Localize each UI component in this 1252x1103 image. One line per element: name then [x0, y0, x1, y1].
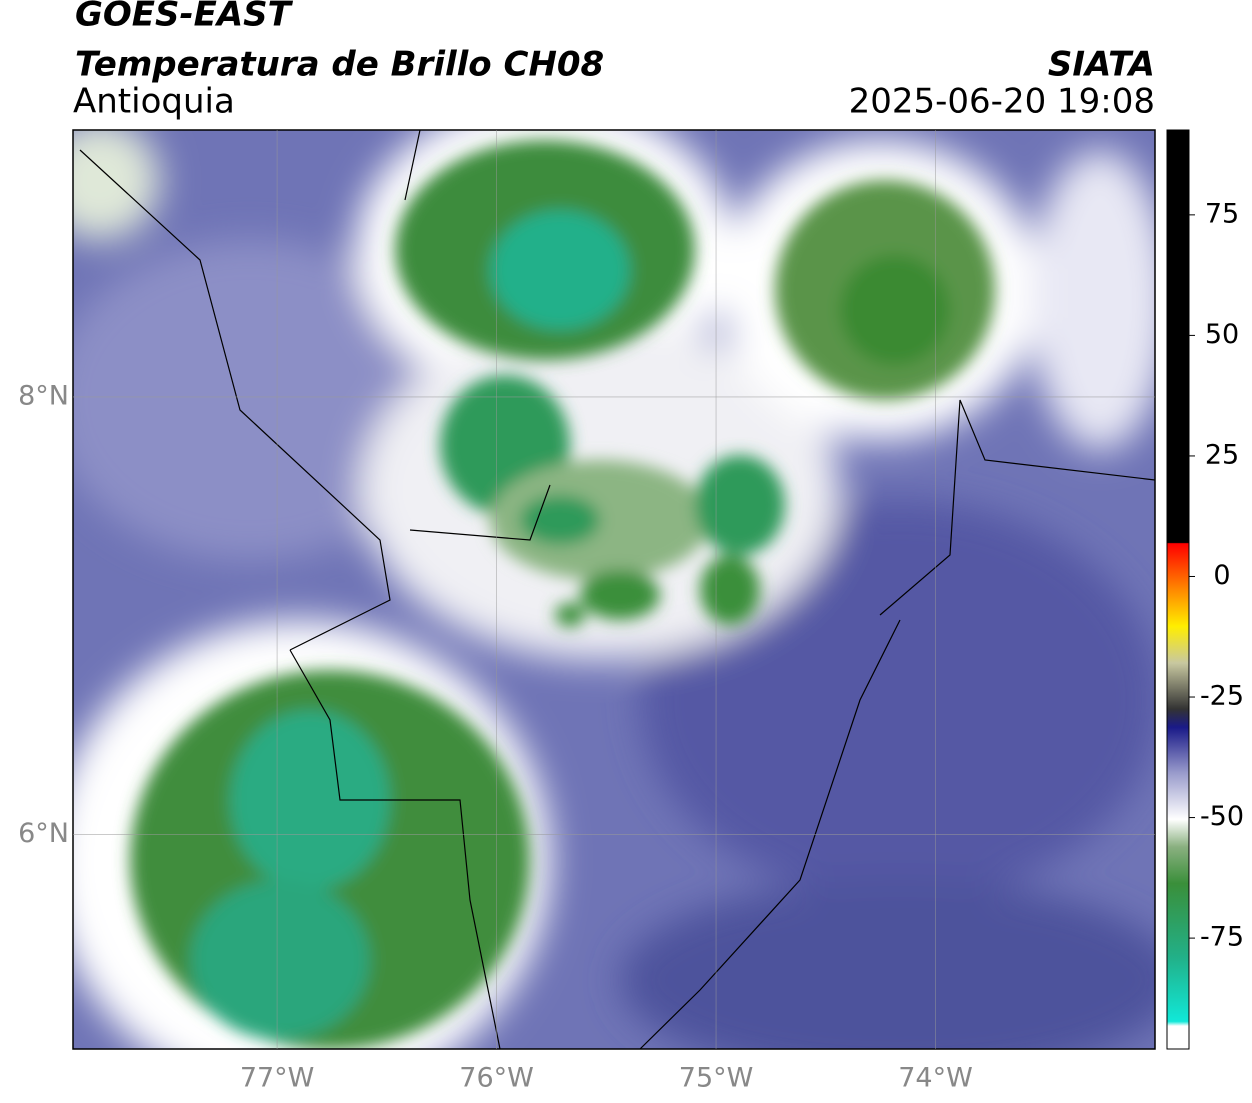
subtitle: Temperatura de Brillo CH08 [75, 45, 604, 85]
colorbar-tick-label: 25 [1205, 439, 1239, 470]
map-frame [72, 129, 1156, 1050]
y-tick-label: 8°N [18, 380, 69, 411]
source: SIATA [1048, 45, 1155, 85]
x-tick-label: 76°W [459, 1063, 534, 1094]
colorbar [1166, 129, 1190, 1050]
x-tick-label: 77°W [240, 1063, 315, 1094]
region: Antioquia [73, 82, 235, 122]
colorbar-tick-label: -50 [1200, 801, 1244, 832]
colorbar-tick-label: -25 [1200, 681, 1244, 712]
datetime: 2025-06-20 19:08 [849, 82, 1155, 122]
imagery [73, 130, 1155, 1049]
x-tick-label: 75°W [679, 1063, 754, 1094]
title: GOES-EAST [75, 0, 294, 35]
colorbar-tick-label: -75 [1200, 922, 1244, 953]
colorbar-tick-label: 75 [1205, 198, 1239, 229]
x-tick-label: 74°W [898, 1063, 973, 1094]
y-tick-label: 6°N [18, 818, 69, 849]
colorbar-tick-label: 50 [1205, 319, 1239, 350]
colorbar-tick-label: 0 [1213, 560, 1230, 591]
